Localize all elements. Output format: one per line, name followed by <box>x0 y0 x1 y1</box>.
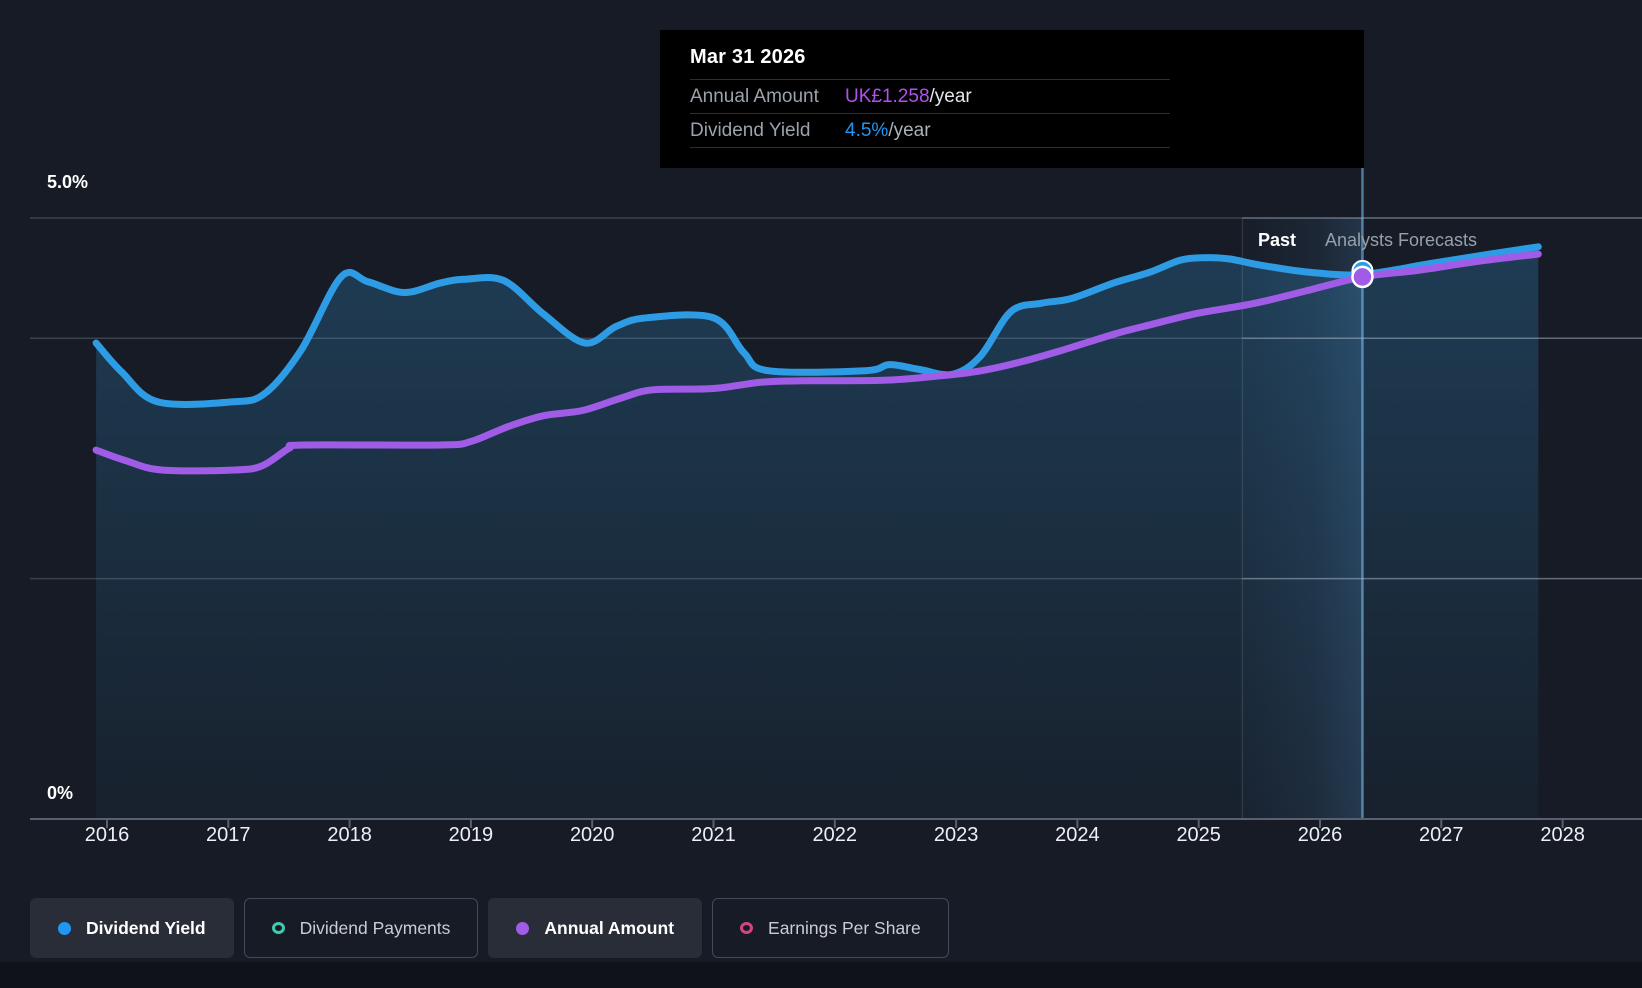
y-axis-label-zero: 0% <box>47 783 74 803</box>
tooltip-row-label: Annual Amount <box>690 85 819 107</box>
x-axis-label-2024: 2024 <box>1055 824 1100 846</box>
tooltip-row-value: UK£1.258 <box>845 85 930 107</box>
x-axis-label-2018: 2018 <box>327 824 372 846</box>
x-axis-label-2019: 2019 <box>448 824 494 846</box>
x-axis-label-2017: 2017 <box>206 824 251 846</box>
x-axis-label-2020: 2020 <box>569 824 615 846</box>
forecast-highlight-band <box>1242 218 1363 819</box>
tooltip-date: Mar 31 2026 <box>690 42 1170 80</box>
x-axis-label-2025: 2025 <box>1176 824 1221 846</box>
annual-amount-swatch-icon <box>516 921 530 935</box>
dividend-yield-line <box>92 243 1542 408</box>
annual-amount-hover-marker[interactable] <box>1351 265 1374 289</box>
annual-amount-line <box>92 250 1542 475</box>
dividend-payments-swatch-icon <box>271 922 285 934</box>
chart-legend: Dividend Yield Dividend Payments Annual Am… <box>30 898 949 958</box>
legend-label: Earnings Per Share <box>768 917 921 938</box>
tooltip-row-dividend-yield: Dividend Yield 4.5%/year <box>690 114 1170 148</box>
legend-button-annual-amount[interactable]: Annual Amount <box>488 898 703 958</box>
legend-label: Dividend Payments <box>299 917 451 938</box>
legend-button-dividend-payments[interactable]: Dividend Payments <box>243 898 479 958</box>
earnings-per-share-swatch-icon <box>740 922 754 934</box>
tooltip-row-annual-amount: Annual Amount UK£1.258/year <box>690 80 1170 114</box>
x-axis-label-2022: 2022 <box>812 824 858 846</box>
x-axis-label-2023: 2023 <box>933 824 979 846</box>
legend-label: Annual Amount <box>544 917 675 938</box>
dividend-yield-area-fill <box>96 246 1539 820</box>
tooltip-row-suffix: /year <box>888 119 931 141</box>
tooltip-row-value: 4.5% <box>845 119 889 141</box>
dividend-yield-swatch-icon <box>58 921 71 935</box>
tooltip-row-suffix: /year <box>929 85 972 107</box>
panel-bottom-strip <box>0 962 1642 988</box>
chart-tooltip: Mar 31 2026 Annual Amount UK£1.258/year Di… <box>660 30 1364 168</box>
legend-button-earnings-per-share[interactable]: Earnings Per Share <box>712 898 949 958</box>
legend-button-dividend-yield[interactable]: Dividend Yield <box>30 898 234 958</box>
x-axis-label-2027: 2027 <box>1419 824 1464 846</box>
tooltip-row-label: Dividend Yield <box>690 119 811 141</box>
x-axis-label-2026: 2026 <box>1297 824 1343 846</box>
x-axis-label-2021: 2021 <box>691 824 736 846</box>
x-axis-label-2016: 2016 <box>84 824 130 846</box>
y-axis-label-max: 5.0% <box>47 172 89 192</box>
past-region-label: Past <box>1257 230 1296 250</box>
x-axis-label-2028: 2028 <box>1540 824 1585 846</box>
forecast-region-label: Analysts Forecasts <box>1325 230 1478 250</box>
legend-label: Dividend Yield <box>86 917 206 938</box>
